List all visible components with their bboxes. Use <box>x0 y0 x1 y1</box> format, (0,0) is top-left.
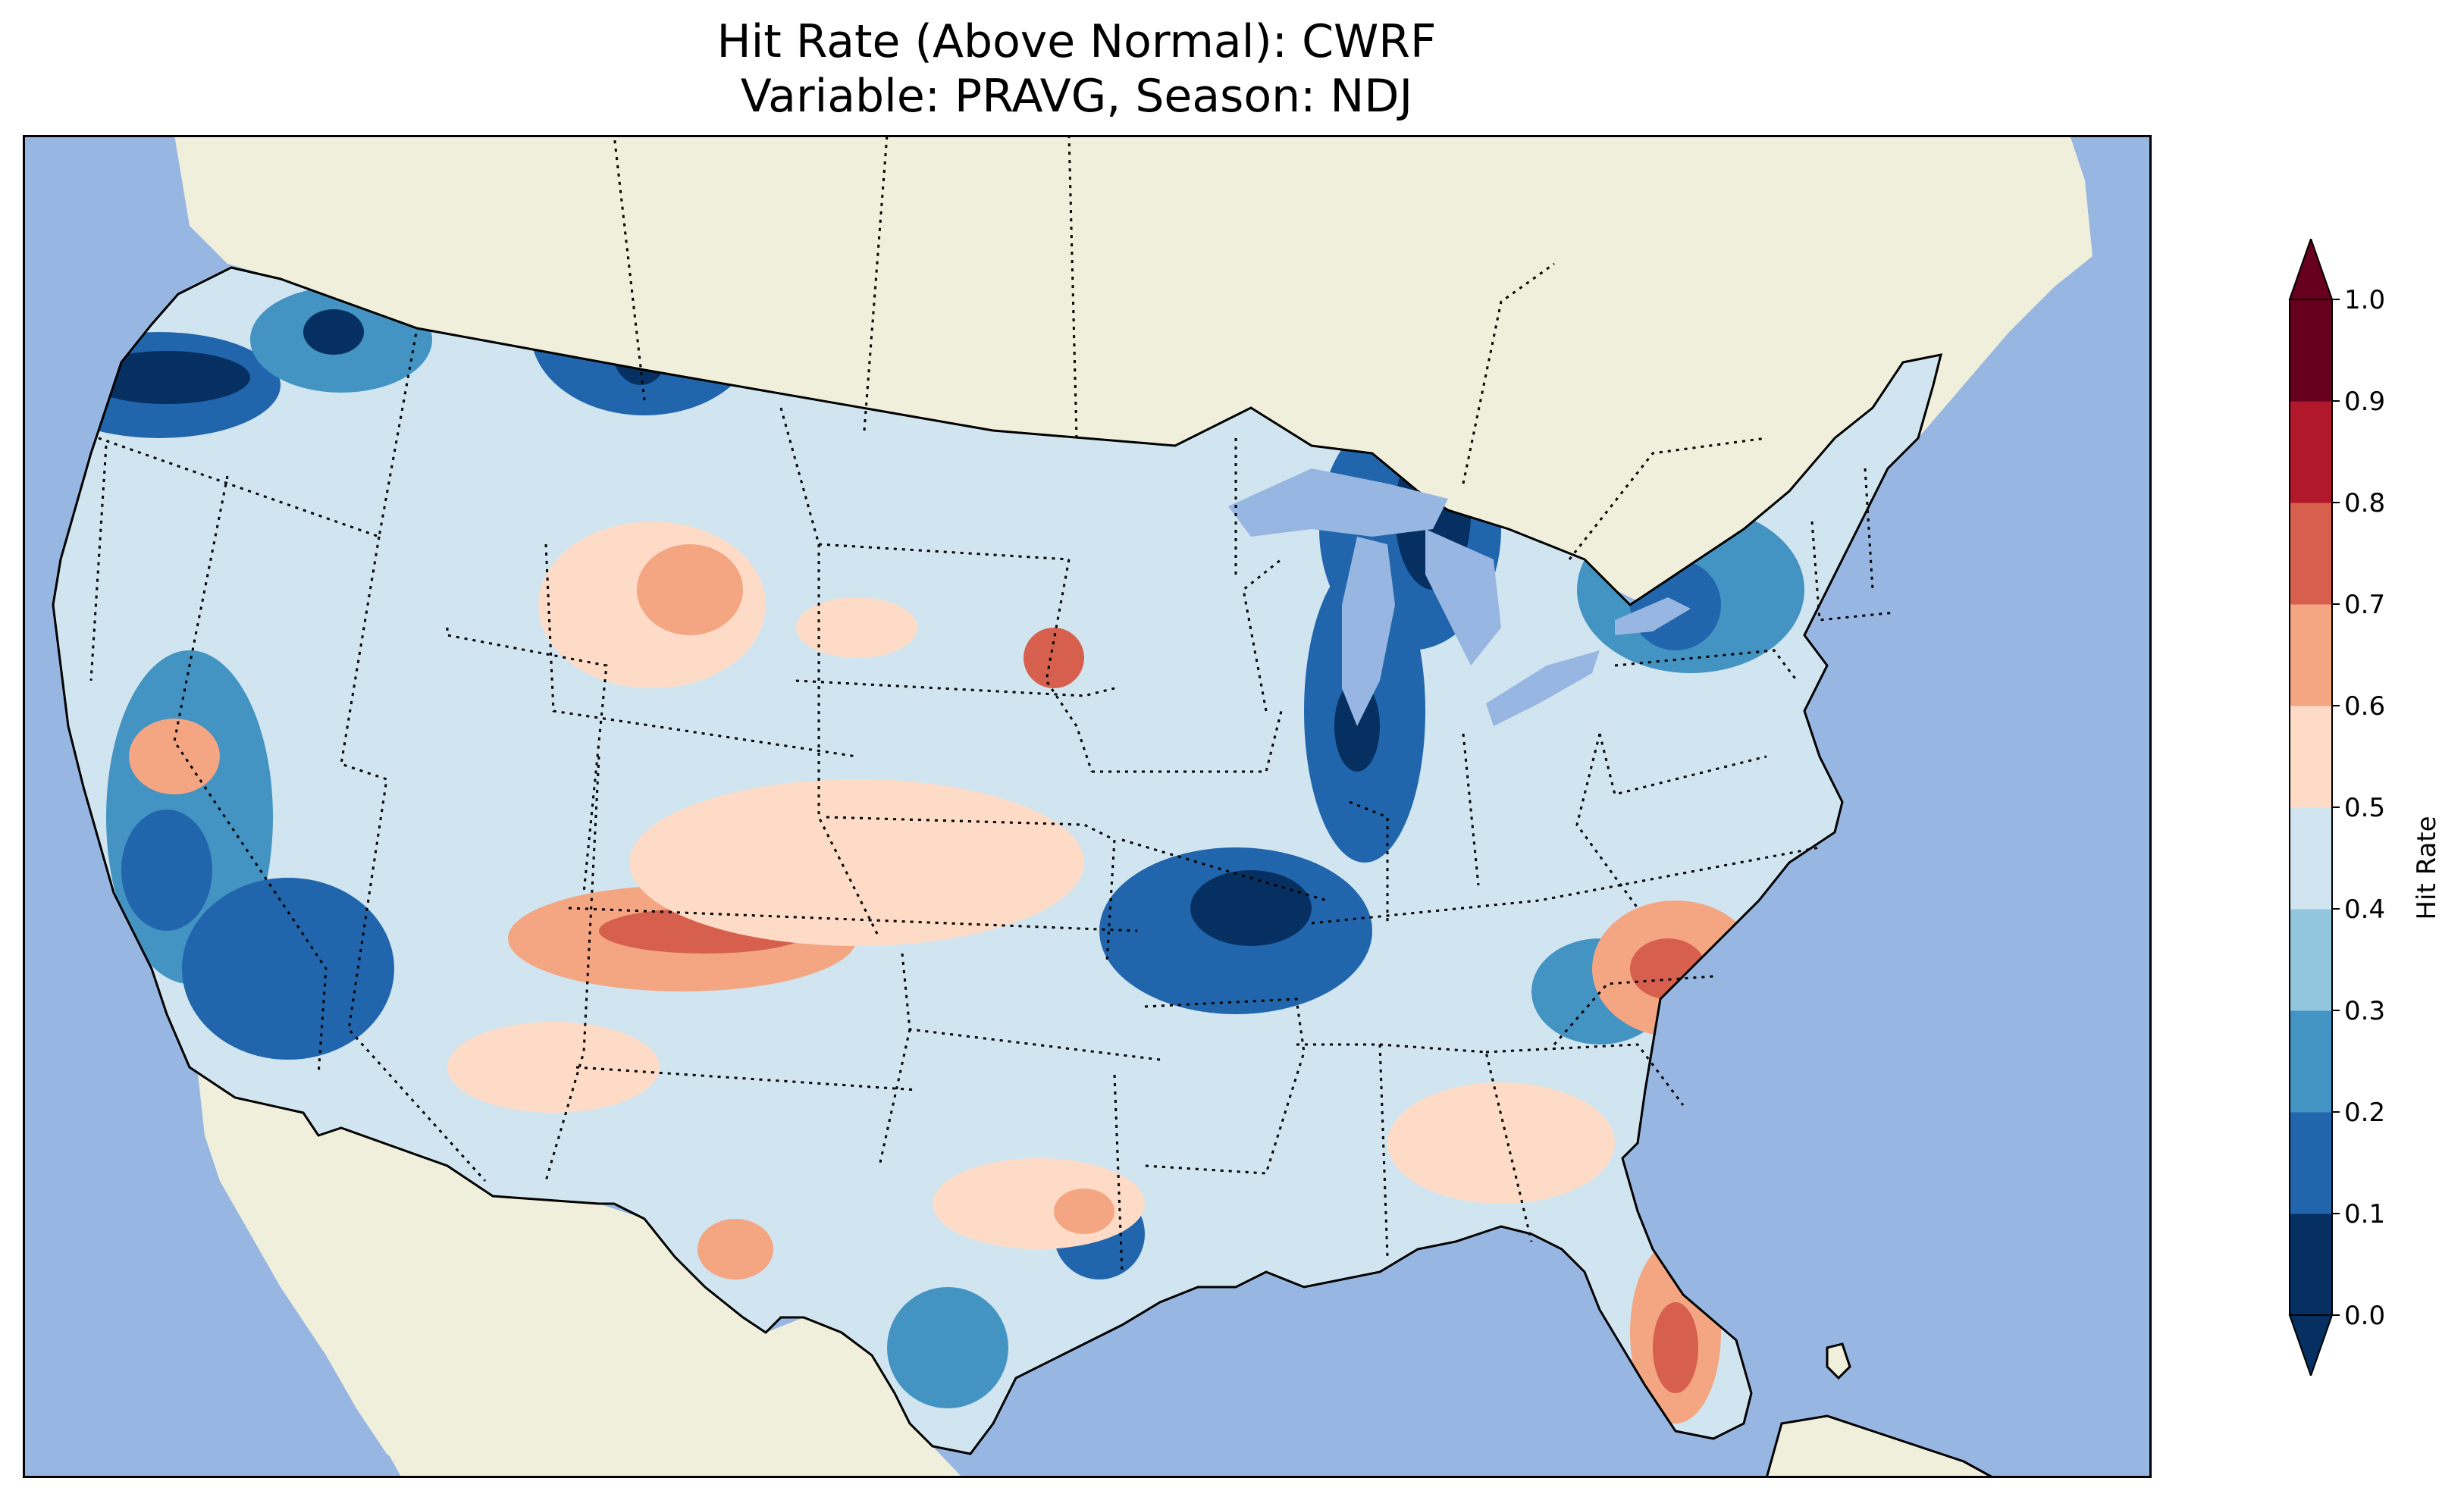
field-blob <box>121 810 212 931</box>
colorbar-tick-label: 1.0 <box>2344 285 2385 315</box>
state-border <box>1568 437 1767 560</box>
colorbar-cell <box>2290 807 2332 910</box>
state-border <box>1144 998 1306 1175</box>
colorbar-tick-label: 0.0 <box>2344 1301 2385 1331</box>
state-border <box>779 407 881 939</box>
state-border <box>1485 1043 1685 1106</box>
state-border <box>1045 559 1093 772</box>
colorbar-tick-label: 0.5 <box>2344 793 2385 823</box>
colorbar-tick-label: 0.8 <box>2344 488 2385 518</box>
colorbar-cell <box>2290 604 2332 706</box>
state-border <box>89 445 108 681</box>
state-border <box>1462 262 1555 484</box>
colorbar-tick-label: 0.9 <box>2344 387 2385 417</box>
lake-erie <box>1486 650 1600 726</box>
field-blob <box>1653 1302 1698 1393</box>
field-blob <box>1054 1189 1114 1234</box>
colorbar-tick-label: 0.4 <box>2344 894 2385 925</box>
state-border <box>818 543 1070 561</box>
field-blob <box>1190 870 1312 946</box>
colorbar-cell <box>2290 299 2332 402</box>
colorbar-cell <box>2290 1214 2332 1316</box>
map-panel <box>23 135 2152 1478</box>
colorbar-cell <box>2290 706 2332 808</box>
chart-title-line1: Hit Rate (Above Normal): CWRF <box>716 15 1437 68</box>
colorbar-cell <box>2290 401 2332 503</box>
colorbar-cell <box>2290 503 2332 605</box>
state-border <box>1379 1043 1533 1242</box>
field-blob <box>129 719 220 794</box>
state-border <box>1462 733 1480 886</box>
colorbar-extend-max <box>2288 239 2334 300</box>
colorbar: 0.0 0.1 0.2 0.3 0.4 0.5 0.6 0.7 0.8 0.9 1.0 Hit Ra… <box>2288 239 2442 1376</box>
colorbar-tick-label: 0.2 <box>2344 1098 2385 1128</box>
colorbar-ticks: 0.0 0.1 0.2 0.3 0.4 0.5 0.6 0.7 0.8 0.9 1.0 <box>2332 285 2385 1331</box>
field-blob <box>1387 1082 1615 1204</box>
field-blob <box>698 1219 773 1279</box>
colorbar-tick-label: 0.6 <box>2344 691 2385 722</box>
great-lakes <box>1228 468 1691 726</box>
colorbar-label: Hit Rate <box>2412 816 2442 919</box>
field-blob <box>1024 628 1084 688</box>
lake-ontario <box>1615 597 1691 635</box>
state-border <box>575 1066 918 1092</box>
state-border <box>1311 846 1820 925</box>
field-blob <box>447 1022 660 1113</box>
field-blob <box>83 351 250 404</box>
map-frame <box>23 135 2152 1478</box>
state-border <box>795 679 1115 697</box>
colorbar-extend-min <box>2288 1314 2334 1376</box>
colorbar-tick-label: 0.7 <box>2344 590 2385 620</box>
state-border <box>826 816 1116 962</box>
state-border <box>173 475 328 1076</box>
colorbar-cells <box>2288 239 2334 1376</box>
state-border <box>1553 975 1714 1045</box>
state-borders <box>89 135 1896 1273</box>
state-border <box>1575 733 1639 909</box>
state-border <box>446 628 608 894</box>
lake-superior <box>1228 468 1448 537</box>
land-canada <box>174 135 2093 605</box>
field-blob <box>637 544 743 635</box>
field-blob <box>887 1287 1008 1408</box>
colorbar-cell <box>2290 1112 2332 1214</box>
land-island <box>1826 1342 1851 1380</box>
land-cuba <box>1765 1414 1995 1478</box>
colorbar-tick-label: 0.3 <box>2344 996 2385 1026</box>
colorbar-cell <box>2290 909 2332 1011</box>
field-blob <box>303 309 364 355</box>
state-border <box>568 907 1138 932</box>
lake-huron <box>1425 529 1501 666</box>
field-blob <box>933 1158 1145 1249</box>
lake-michigan <box>1342 537 1395 726</box>
state-border <box>1614 649 1798 681</box>
chart-title-line2: Variable: PRAVG, Season: NDJ <box>740 70 1413 123</box>
state-border <box>1067 135 1078 439</box>
state-border <box>544 543 857 758</box>
state-border <box>1864 468 1874 590</box>
land-baja <box>273 1128 432 1478</box>
field-blob <box>182 878 394 1060</box>
state-border <box>544 756 600 1182</box>
state-border <box>1121 838 1328 902</box>
field-blob <box>629 779 1084 946</box>
field-blob <box>796 597 917 658</box>
colorbar-tick-label: 0.1 <box>2344 1199 2385 1229</box>
colorbar-cell <box>2290 1010 2332 1113</box>
state-border <box>613 135 646 401</box>
